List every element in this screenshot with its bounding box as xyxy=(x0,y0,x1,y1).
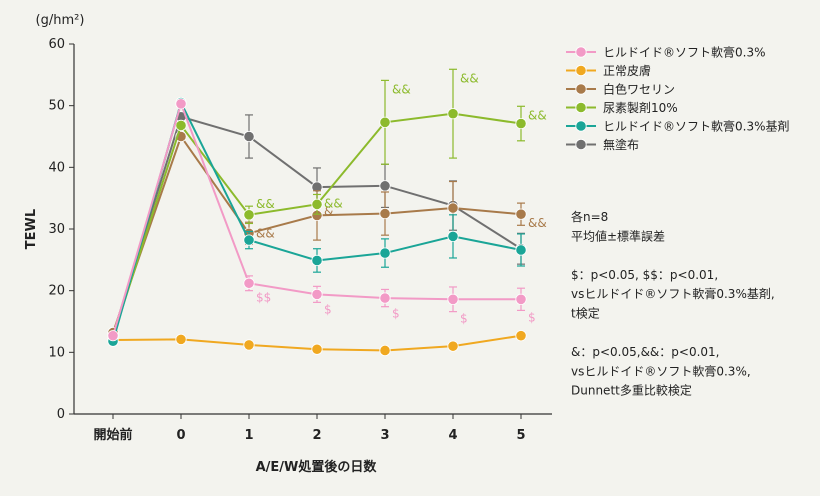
y-tick-label: 60 xyxy=(48,37,65,52)
note-line: Dunnett多重比較検定 xyxy=(571,383,692,398)
y-tick-label: 30 xyxy=(48,222,65,237)
data-point xyxy=(447,340,459,352)
significance-mark: $ xyxy=(528,310,536,324)
note-line: $：p<0.05, $$：p<0.01, xyxy=(571,268,718,282)
data-point xyxy=(515,330,527,342)
x-tick-label: 5 xyxy=(516,428,525,443)
data-point xyxy=(447,202,459,214)
x-tick-label: 2 xyxy=(312,428,321,443)
significance-mark: && xyxy=(256,197,275,211)
data-point xyxy=(515,244,527,256)
legend-label: 無塗布 xyxy=(603,137,639,152)
significance-mark: && xyxy=(256,226,275,240)
data-point xyxy=(175,333,187,345)
note-line: vsヒルドイド®ソフト軟膏0.3%基剤, xyxy=(571,286,775,301)
data-point xyxy=(379,207,391,220)
note-line: &：p<0.05,&&：p<0.01, xyxy=(571,345,719,359)
data-point xyxy=(243,130,255,143)
significance-mark: && xyxy=(528,216,547,230)
legend-swatch-marker xyxy=(575,138,587,151)
x-tick-label: 1 xyxy=(244,428,253,443)
data-point xyxy=(107,330,119,342)
data-point xyxy=(311,198,323,210)
x-tick-label: 0 xyxy=(176,428,185,443)
y-tick-label: 40 xyxy=(48,160,65,175)
data-point xyxy=(379,247,391,259)
legend-swatch-marker xyxy=(575,101,587,114)
significance-mark: && xyxy=(528,108,547,122)
legend-item: ヒルドイド®ソフト軟膏0.3%基剤 xyxy=(566,119,790,134)
y-axis-unit: (g/hm²) xyxy=(36,13,85,28)
legend-swatch-marker xyxy=(575,46,587,58)
legend-label: ヒルドイド®ソフト軟膏0.3%基剤 xyxy=(603,119,790,134)
data-point xyxy=(447,293,459,305)
data-point xyxy=(379,180,391,192)
x-axis-title: A/E/W処置後の日数 xyxy=(256,459,378,475)
data-point xyxy=(175,119,187,132)
significance-mark: $ xyxy=(324,302,332,316)
data-point xyxy=(243,209,255,221)
y-axis-title: TEWL xyxy=(24,209,39,249)
legend-label: 正常皮膚 xyxy=(603,63,651,78)
data-point xyxy=(311,254,323,267)
data-point xyxy=(447,230,459,242)
data-point xyxy=(243,234,255,246)
legend-item: 無塗布 xyxy=(566,137,639,152)
note-line: 各n=8 xyxy=(571,209,608,224)
data-point xyxy=(379,116,391,128)
legend-label: 白色ワセリン xyxy=(603,82,675,97)
series-3: && && && && && xyxy=(107,68,547,343)
legend-item: 尿素製剤10% xyxy=(566,100,678,115)
data-point xyxy=(243,339,255,351)
significance-mark: && xyxy=(324,196,343,210)
legend-item: 白色ワセリン xyxy=(566,82,675,97)
legend-swatch-marker xyxy=(575,83,587,95)
note-line: 平均値±標準誤差 xyxy=(571,228,665,243)
significance-mark: $$ xyxy=(256,291,271,305)
data-point xyxy=(379,292,391,304)
legend-swatch-marker xyxy=(575,120,587,132)
y-tick-label: 0 xyxy=(57,407,65,422)
series-1 xyxy=(107,330,527,357)
series-layer: &&&&&&& &&&&&&&&$$$ $ $ $ xyxy=(107,68,547,357)
data-point xyxy=(447,108,459,120)
legend-label: ヒルドイド®ソフト軟膏0.3% xyxy=(603,45,766,60)
data-point xyxy=(515,208,527,220)
x-tick-label: 3 xyxy=(380,428,389,443)
series-0: $$$ $ $ $ xyxy=(107,98,536,342)
x-tick-label: 開始前 xyxy=(93,427,132,443)
significance-mark: && xyxy=(392,82,411,96)
notes: 各n=8 平均値±標準誤差 $：p<0.05, $$：p<0.01, vsヒルドイド®… xyxy=(571,209,775,398)
legend-label: 尿素製剤10% xyxy=(603,100,678,115)
y-tick-label: 20 xyxy=(48,284,65,299)
significance-mark: $ xyxy=(392,307,400,321)
legend-item: 正常皮膚 xyxy=(566,63,651,78)
data-point xyxy=(311,343,323,355)
data-point xyxy=(175,98,187,110)
y-tick-label: 50 xyxy=(48,99,65,114)
data-point xyxy=(243,277,255,289)
data-point xyxy=(515,293,527,305)
significance-mark: $ xyxy=(460,312,468,326)
legend-item: ヒルドイド®ソフト軟膏0.3% xyxy=(566,45,766,60)
x-tick-label: 4 xyxy=(448,428,457,443)
legend-swatch-marker xyxy=(575,64,587,77)
y-tick-label: 10 xyxy=(48,345,65,360)
data-point xyxy=(515,117,527,130)
data-point xyxy=(379,344,391,357)
note-line: vsヒルドイド®ソフト軟膏0.3%, xyxy=(571,363,751,378)
note-line: t検定 xyxy=(571,306,600,321)
data-point xyxy=(311,288,323,300)
significance-mark: && xyxy=(460,71,479,85)
axes: 0 10 20 30 40 50 60 開始前 0 1 2 3 4 5 (g/hm²) TEWL A/E/W処置… xyxy=(24,13,552,475)
significance-mark: & xyxy=(324,204,333,218)
